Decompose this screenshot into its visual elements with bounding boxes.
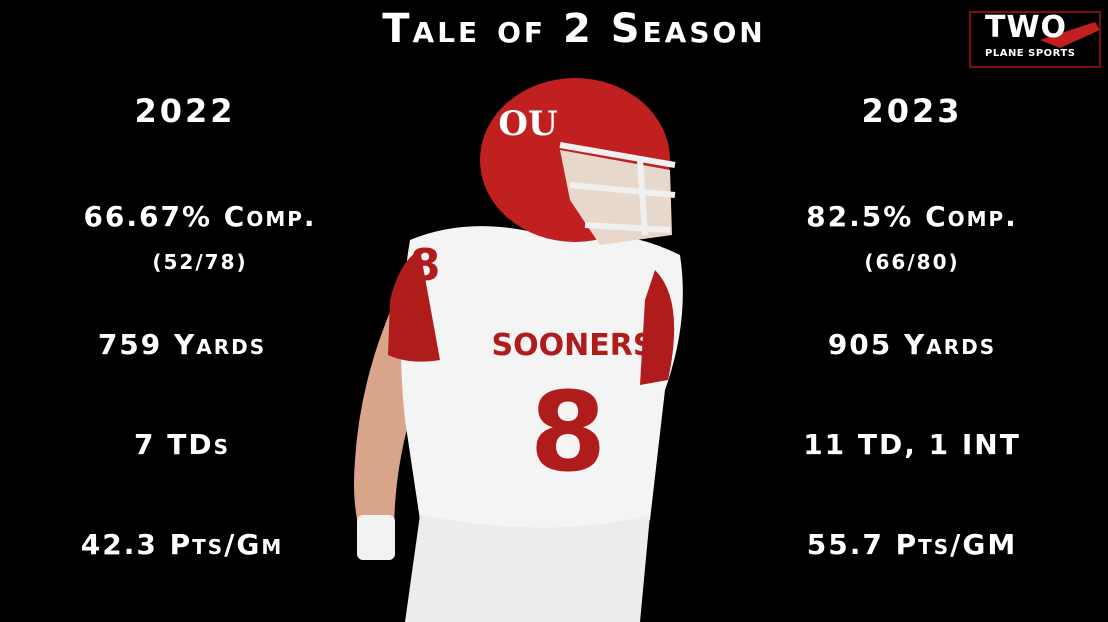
logo-name: TWO xyxy=(985,10,1068,45)
completion: 66.67% Comp. xyxy=(83,200,317,233)
jersey-text: SOONERS xyxy=(492,328,655,363)
jersey xyxy=(401,226,683,533)
completion: 82.5% Comp. xyxy=(806,200,1018,233)
face-mask xyxy=(559,142,676,236)
jersey-number: 8 xyxy=(530,368,607,496)
touchdowns: 7 TDs xyxy=(134,428,230,461)
helmet-logo: OU xyxy=(498,104,557,144)
wristband xyxy=(357,515,395,560)
right-sleeve xyxy=(640,270,675,385)
sleeve-number: 8 xyxy=(410,240,441,291)
logo-tagline: PLANE SPORTS xyxy=(985,48,1076,59)
yards: 905 Yards xyxy=(827,328,997,361)
attempts: (66/80) xyxy=(864,250,960,274)
logo-frame xyxy=(969,11,1101,68)
year: 2022 xyxy=(134,92,236,130)
points: 55.7 Pts/GM xyxy=(806,528,1018,561)
pants xyxy=(405,515,650,622)
attempts: (52/78) xyxy=(152,250,248,274)
logo-plane xyxy=(1040,22,1100,48)
yards: 759 Yards xyxy=(97,328,267,361)
title: Tale of 2 Season xyxy=(382,6,766,52)
touchdowns: 11 TD, 1 INT xyxy=(803,428,1021,461)
left-arm xyxy=(354,300,415,560)
year: 2023 xyxy=(861,92,963,130)
left-sleeve xyxy=(388,250,440,362)
points: 42.3 Pts/Gm xyxy=(80,528,284,561)
